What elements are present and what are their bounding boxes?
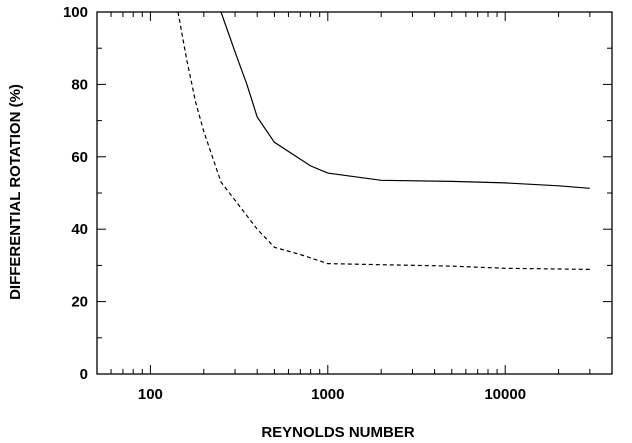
y-tick-label: 40	[71, 221, 88, 238]
x-axis-title: REYNOLDS NUMBER	[261, 424, 415, 441]
y-tick-label: 100	[63, 4, 88, 21]
y-tick-label: 80	[71, 76, 88, 93]
plot-area: 0 20 40 60 80 100 100 1000 10000	[63, 4, 613, 403]
x-tick-label: 1000	[311, 386, 344, 403]
y-tick-label: 60	[71, 149, 88, 166]
solid-series-line	[220, 11, 590, 189]
y-tick-label: 0	[80, 366, 88, 383]
plot-frame	[96, 11, 613, 375]
y-tick-label: 20	[71, 294, 88, 311]
x-tick-label: 100	[138, 386, 163, 403]
y-axis-title: DIFFERENTIAL ROTATION (%)	[7, 84, 24, 300]
x-tick-label: 10000	[484, 386, 526, 403]
dashed-series-line	[177, 11, 590, 270]
